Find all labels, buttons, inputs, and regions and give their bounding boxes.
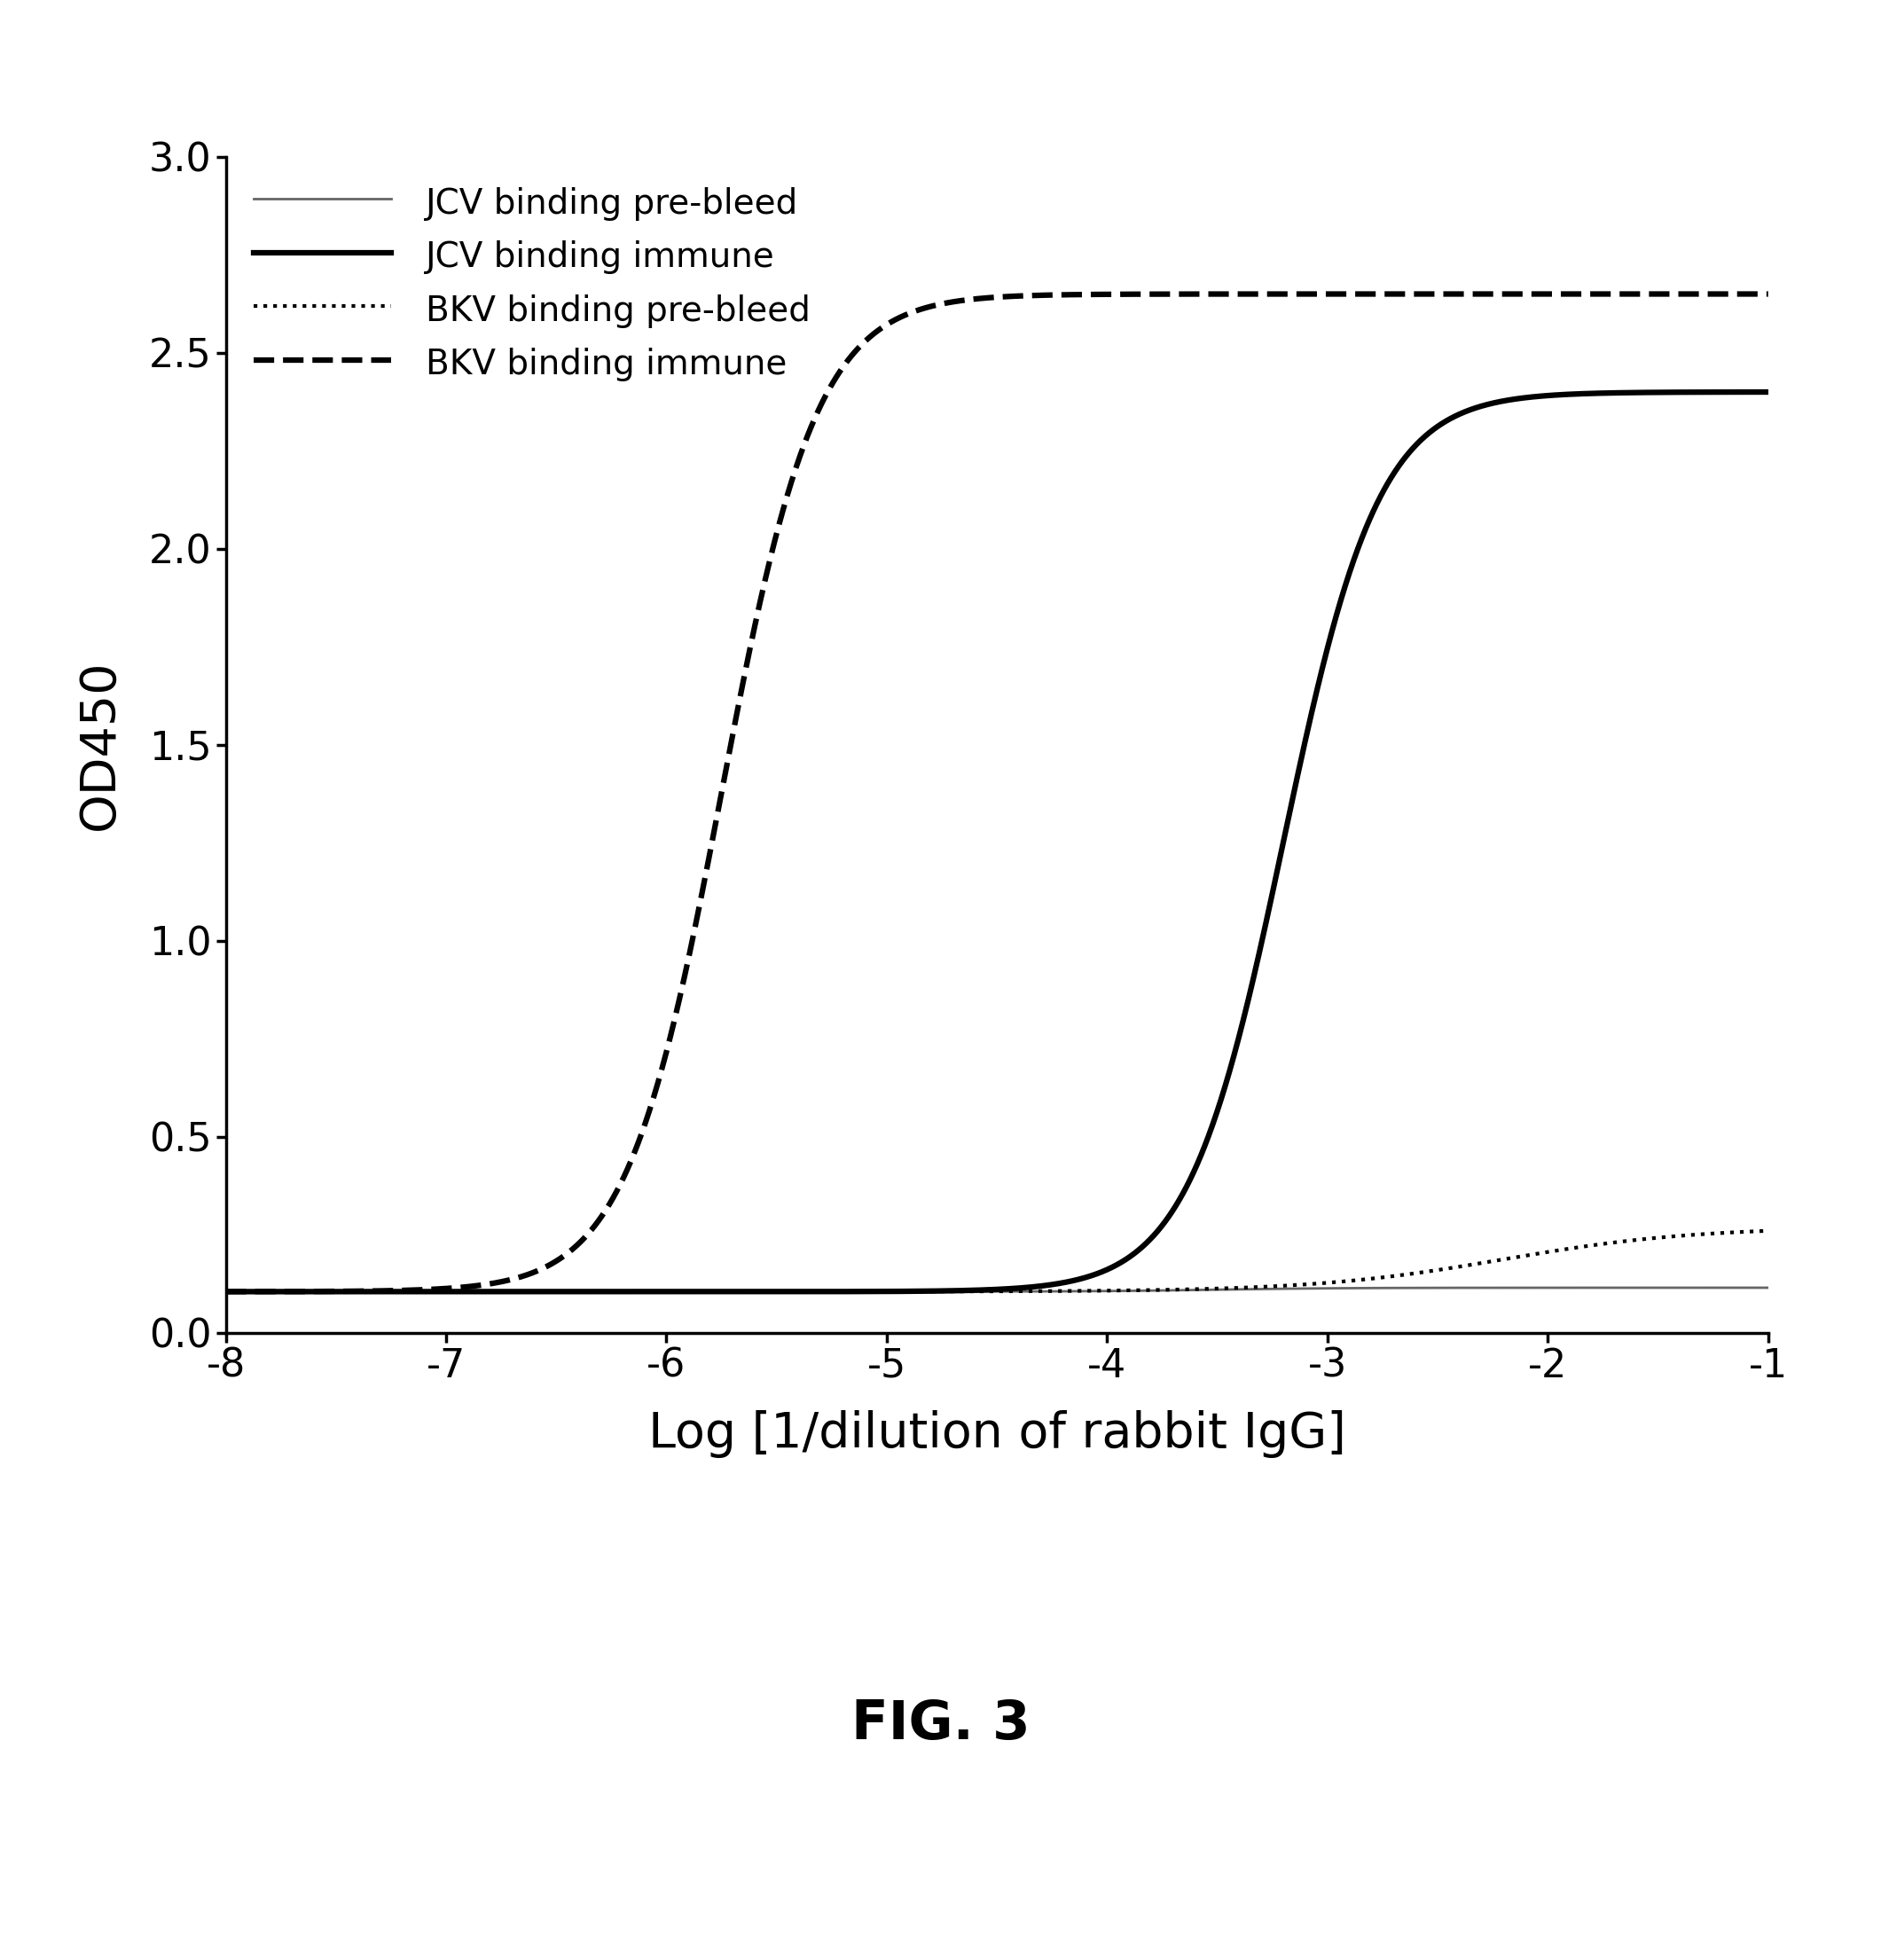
BKV binding pre-bleed xyxy=(482,1280,504,1303)
JCV binding immune xyxy=(805,1280,828,1303)
Legend: JCV binding pre-bleed, JCV binding immune, BKV binding pre-bleed, BKV binding im: JCV binding pre-bleed, JCV binding immun… xyxy=(243,174,820,392)
JCV binding pre-bleed xyxy=(805,1280,828,1303)
Line: JCV binding immune: JCV binding immune xyxy=(226,392,1768,1292)
Line: BKV binding immune: BKV binding immune xyxy=(226,294,1768,1292)
Line: BKV binding pre-bleed: BKV binding pre-bleed xyxy=(226,1231,1768,1292)
BKV binding immune xyxy=(805,402,828,425)
BKV binding pre-bleed xyxy=(1727,1221,1749,1245)
JCV binding immune xyxy=(1727,380,1749,404)
BKV binding pre-bleed xyxy=(1757,1219,1779,1243)
BKV binding pre-bleed xyxy=(214,1280,237,1303)
X-axis label: Log [1/dilution of rabbit IgG]: Log [1/dilution of rabbit IgG] xyxy=(649,1409,1345,1458)
BKV binding immune xyxy=(214,1280,237,1303)
BKV binding immune xyxy=(1727,282,1749,306)
JCV binding immune xyxy=(1757,380,1779,404)
BKV binding immune xyxy=(1757,282,1779,306)
JCV binding immune xyxy=(391,1280,414,1303)
BKV binding pre-bleed xyxy=(391,1280,414,1303)
JCV binding immune xyxy=(214,1280,237,1303)
BKV binding immune xyxy=(1561,282,1584,306)
BKV binding pre-bleed xyxy=(1561,1237,1584,1260)
BKV binding immune xyxy=(873,314,895,337)
BKV binding pre-bleed xyxy=(805,1280,828,1303)
BKV binding immune xyxy=(391,1278,414,1301)
JCV binding pre-bleed xyxy=(1561,1276,1584,1299)
JCV binding pre-bleed xyxy=(391,1280,414,1303)
BKV binding pre-bleed xyxy=(873,1280,895,1303)
Line: JCV binding pre-bleed: JCV binding pre-bleed xyxy=(226,1288,1768,1292)
JCV binding pre-bleed xyxy=(873,1280,895,1303)
JCV binding immune xyxy=(873,1280,895,1303)
JCV binding immune xyxy=(482,1280,504,1303)
JCV binding immune xyxy=(1561,382,1584,406)
Text: FIG. 3: FIG. 3 xyxy=(850,1699,1031,1750)
JCV binding pre-bleed xyxy=(482,1280,504,1303)
JCV binding pre-bleed xyxy=(1757,1276,1779,1299)
JCV binding pre-bleed xyxy=(1727,1276,1749,1299)
JCV binding pre-bleed xyxy=(214,1280,237,1303)
BKV binding immune xyxy=(482,1272,504,1296)
Y-axis label: OD450: OD450 xyxy=(77,659,124,831)
